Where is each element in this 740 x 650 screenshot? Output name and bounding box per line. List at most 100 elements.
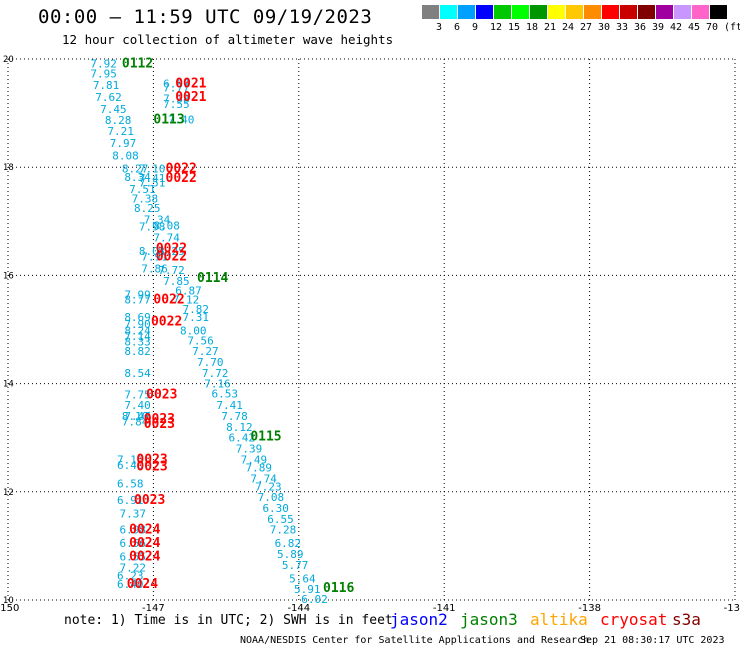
wave-height-label: 7.99	[124, 288, 151, 301]
cryosat-time-label: 0024	[127, 577, 158, 592]
wave-height-label: 7.40	[124, 399, 151, 412]
color-scale-label: 70	[706, 22, 719, 33]
color-swatch	[476, 5, 493, 19]
wave-height-label: 7.22	[119, 562, 145, 575]
color-scale-label: 6	[454, 22, 461, 33]
color-swatch	[620, 5, 637, 19]
wave-height-label: 7.49	[241, 453, 268, 466]
y-tick-label: 12	[3, 488, 14, 498]
wave-height-label: 6.55	[119, 551, 145, 564]
color-swatch	[512, 5, 529, 19]
cryosat-time-label: 0024	[129, 523, 160, 538]
wave-height-label: 7.82	[182, 303, 209, 316]
wave-height-label: 6.82	[275, 537, 302, 550]
wave-height-label: 7.90	[124, 318, 151, 331]
color-scale-label: 21	[544, 22, 557, 33]
wave-height-label: 6.55	[267, 513, 294, 526]
color-swatch	[566, 5, 583, 19]
color-swatch	[548, 5, 565, 19]
wave-height-label: 7.86	[141, 262, 168, 275]
wave-height-label: 7.56	[187, 334, 214, 347]
wave-height-label: 7.37	[119, 507, 145, 520]
wave-height-label: 7.55	[163, 98, 190, 111]
wave-height-label: 6.87	[175, 285, 202, 298]
x-tick-label: -138	[578, 603, 601, 614]
color-swatch	[494, 5, 511, 19]
jason3-time-label: 0114	[197, 271, 228, 286]
color-swatch	[710, 5, 727, 19]
wave-height-label: 5.64	[289, 572, 316, 585]
wave-height-label: 8.28	[105, 114, 132, 127]
wave-height-label: 5.77	[282, 559, 309, 572]
y-tick-label: 14	[3, 380, 14, 390]
wave-height-label: 7.40	[168, 114, 195, 127]
legend-entry-cryosat: cryosat	[600, 610, 668, 629]
wave-height-label: 5.89	[277, 548, 304, 561]
wave-height-label: 7.16	[204, 378, 231, 391]
y-tick-label: 10	[3, 596, 14, 606]
x-tick-label: -141	[433, 603, 456, 614]
wave-height-label: 7.70	[197, 356, 224, 369]
x-tick-label: -135	[724, 603, 740, 614]
jason3-time-label: 0115	[250, 430, 281, 445]
wave-height-label: 8.25	[134, 202, 161, 215]
color-swatch	[440, 5, 457, 19]
legend-entry-s3a: s3a	[672, 610, 701, 629]
cryosat-time-label: 0023	[144, 417, 175, 432]
wave-height-label: 7.91	[141, 250, 168, 263]
wave-height-label: 7.14	[124, 330, 151, 343]
wave-height-label: 7.78	[221, 410, 248, 423]
wave-height-label: 7.38	[132, 193, 159, 206]
color-scale-label: 27	[580, 22, 593, 33]
color-swatch	[638, 5, 655, 19]
wave-height-label: 7.77	[163, 82, 190, 95]
wave-height-label: 8.08	[112, 149, 139, 162]
legend-entry-jason2: jason2	[390, 610, 448, 629]
color-scale-label: 36	[634, 22, 647, 33]
wave-height-label: 7.47	[124, 410, 151, 423]
color-scale-label: 12	[490, 22, 503, 33]
wave-height-label: 7.72	[158, 264, 185, 277]
wave-height-label: 7.23	[255, 480, 282, 493]
color-swatch	[584, 5, 601, 19]
jason3-time-label: 0112	[122, 56, 153, 71]
cryosat-time-label: 0022	[153, 293, 184, 308]
wave-height-label: 8.01	[139, 245, 166, 258]
color-swatch	[422, 5, 439, 19]
cryosat-time-label: 0023	[136, 459, 167, 474]
wave-height-label: 6.53	[212, 387, 239, 400]
wave-height-label: 7.38	[163, 92, 190, 105]
cryosat-time-label: 0023	[136, 452, 167, 467]
wave-height-label: 7.81	[93, 79, 120, 92]
cryosat-time-label: 0022	[166, 161, 197, 176]
wave-height-label: 7.98	[139, 221, 166, 234]
color-scale-label: 30	[598, 22, 611, 33]
cryosat-time-label: 0021	[175, 76, 206, 91]
wave-height-label: 7.95	[90, 68, 117, 81]
wave-height-label: 8.25	[158, 245, 185, 258]
wave-height-label: 6.23	[117, 570, 144, 583]
color-scale-label: 3	[436, 22, 443, 33]
jason3-time-label: 0116	[323, 581, 354, 596]
wave-height-label: 6.58	[117, 478, 144, 491]
wave-height-label: 8.34	[124, 171, 151, 184]
x-tick-label: -150	[0, 603, 19, 614]
jason3-orbit-labels: 0112 0113 0114 0115 0116	[122, 56, 355, 596]
color-scale-label: 39	[652, 22, 665, 33]
wave-height-label: 6.91	[117, 494, 144, 507]
cryosat-time-label: 0021	[175, 90, 206, 105]
wave-height-label: 7.21	[107, 125, 133, 138]
wave-height-label: 7.72	[202, 367, 229, 380]
wave-height-label: 7.16	[117, 453, 144, 466]
wave-height-label: 7.28	[270, 524, 297, 537]
wave-height-label: 7.10	[139, 162, 166, 175]
wave-height-label: 7.62	[95, 91, 122, 104]
wave-height-label: 7.89	[245, 461, 272, 474]
cryosat-time-label: 0022	[151, 314, 182, 329]
cryosat-time-label: 0023	[134, 493, 165, 508]
wave-height-label: 8.10	[122, 410, 149, 423]
legend-entry-altika: altika	[530, 610, 588, 629]
cryosat-time-label: 0022	[156, 241, 187, 256]
cryosat-time-label: 0024	[129, 536, 160, 551]
wave-height-label: 7.85	[163, 275, 190, 288]
